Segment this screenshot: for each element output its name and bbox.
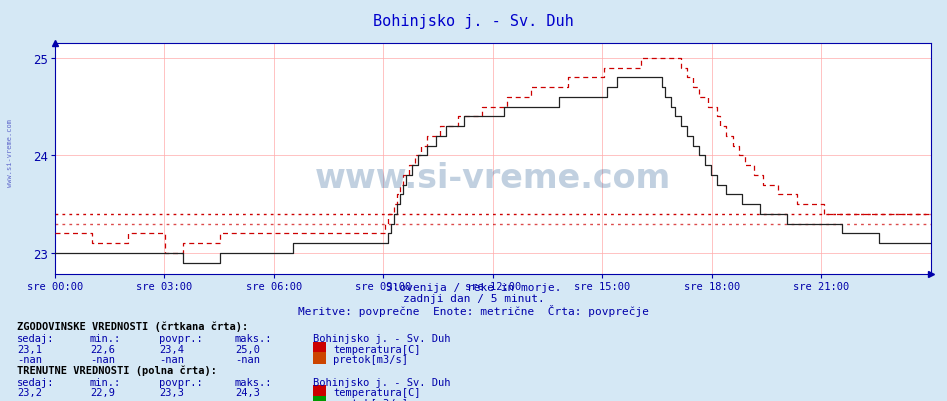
- Text: 25,0: 25,0: [235, 344, 259, 354]
- Text: pretok[m3/s]: pretok[m3/s]: [333, 354, 408, 365]
- Text: maks.:: maks.:: [235, 377, 273, 387]
- Text: Bohinjsko j. - Sv. Duh: Bohinjsko j. - Sv. Duh: [313, 334, 450, 344]
- Text: -nan: -nan: [90, 354, 115, 365]
- Text: Meritve: povprečne  Enote: metrične  Črta: povprečje: Meritve: povprečne Enote: metrične Črta:…: [298, 304, 649, 316]
- Text: -nan: -nan: [17, 398, 42, 401]
- Text: Slovenija / reke in morje.: Slovenija / reke in morje.: [385, 283, 562, 293]
- Text: TRENUTNE VREDNOSTI (polna črta):: TRENUTNE VREDNOSTI (polna črta):: [17, 365, 217, 375]
- Text: ZGODOVINSKE VREDNOSTI (črtkana črta):: ZGODOVINSKE VREDNOSTI (črtkana črta):: [17, 321, 248, 331]
- Text: sedaj:: sedaj:: [17, 377, 55, 387]
- Text: pretok[m3/s]: pretok[m3/s]: [333, 398, 408, 401]
- Text: -nan: -nan: [159, 398, 184, 401]
- Text: -nan: -nan: [17, 354, 42, 365]
- Text: temperatura[C]: temperatura[C]: [333, 344, 420, 354]
- Text: -nan: -nan: [235, 354, 259, 365]
- Text: 23,3: 23,3: [159, 387, 184, 397]
- Text: -nan: -nan: [235, 398, 259, 401]
- Text: min.:: min.:: [90, 334, 121, 344]
- Text: povpr.:: povpr.:: [159, 377, 203, 387]
- Text: 23,4: 23,4: [159, 344, 184, 354]
- Text: maks.:: maks.:: [235, 334, 273, 344]
- Text: povpr.:: povpr.:: [159, 334, 203, 344]
- Text: www.si-vreme.com: www.si-vreme.com: [7, 118, 12, 186]
- Text: 23,1: 23,1: [17, 344, 42, 354]
- Text: Bohinjsko j. - Sv. Duh: Bohinjsko j. - Sv. Duh: [313, 377, 450, 387]
- Text: zadnji dan / 5 minut.: zadnji dan / 5 minut.: [402, 294, 545, 304]
- Text: 23,2: 23,2: [17, 387, 42, 397]
- Text: min.:: min.:: [90, 377, 121, 387]
- Text: -nan: -nan: [90, 398, 115, 401]
- Text: sedaj:: sedaj:: [17, 334, 55, 344]
- Text: 22,9: 22,9: [90, 387, 115, 397]
- Text: Bohinjsko j. - Sv. Duh: Bohinjsko j. - Sv. Duh: [373, 14, 574, 29]
- Text: -nan: -nan: [159, 354, 184, 365]
- Text: temperatura[C]: temperatura[C]: [333, 387, 420, 397]
- Text: www.si-vreme.com: www.si-vreme.com: [314, 161, 671, 194]
- Text: 22,6: 22,6: [90, 344, 115, 354]
- Text: 24,3: 24,3: [235, 387, 259, 397]
